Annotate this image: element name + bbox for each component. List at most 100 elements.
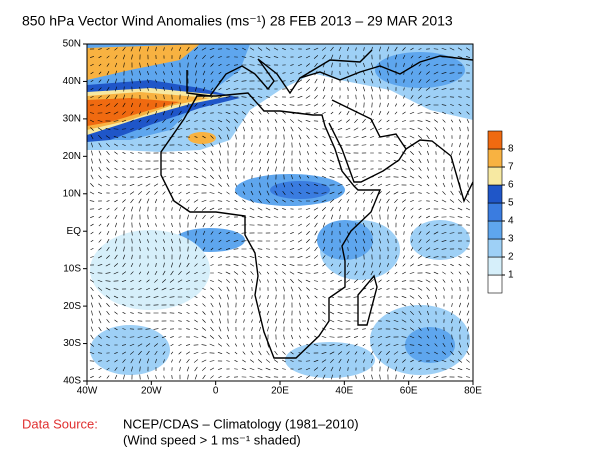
wind-vector xyxy=(194,214,198,220)
wind-vector xyxy=(202,135,206,139)
wind-vector xyxy=(393,184,399,186)
y-tick-label: 10S xyxy=(63,263,81,274)
wind-vector xyxy=(90,96,94,98)
x-tick-label: 0 xyxy=(213,386,219,397)
wind-vector xyxy=(114,311,118,315)
wind-vector xyxy=(249,55,255,59)
wind-vector xyxy=(411,71,413,75)
wind-vector xyxy=(371,358,373,364)
wind-vector xyxy=(337,184,343,186)
wind-vector xyxy=(235,183,237,187)
wind-vector xyxy=(241,263,247,267)
wind-vector xyxy=(179,254,181,260)
wind-vector xyxy=(114,222,118,228)
wind-vector xyxy=(282,278,286,284)
wind-vector xyxy=(171,375,173,379)
wind-vector xyxy=(386,198,390,204)
wind-vector xyxy=(355,246,357,252)
wind-vector xyxy=(355,63,357,67)
wind-vector xyxy=(251,167,253,171)
wind-vector xyxy=(121,280,127,282)
wind-vector xyxy=(434,343,438,347)
wind-vector xyxy=(225,248,231,250)
wind-vector xyxy=(193,351,199,355)
wind-vector xyxy=(329,191,335,195)
wind-vector xyxy=(433,63,439,67)
wind-vector xyxy=(409,175,415,179)
wind-vector xyxy=(187,62,189,68)
wind-vector xyxy=(267,174,269,180)
wind-vector xyxy=(291,294,293,300)
wind-vector xyxy=(426,343,430,347)
wind-vector xyxy=(145,335,151,339)
wind-vector xyxy=(161,335,167,339)
wind-vector xyxy=(210,375,214,379)
wind-vector xyxy=(250,271,254,275)
wind-vector xyxy=(193,336,199,338)
wind-vector xyxy=(234,343,238,347)
wind-vector xyxy=(410,151,414,155)
wind-vector xyxy=(185,344,191,346)
wind-vector xyxy=(458,342,462,348)
wind-vector xyxy=(347,231,349,235)
wind-vector xyxy=(218,183,222,187)
wind-vector xyxy=(226,79,230,83)
wind-vector xyxy=(418,95,422,99)
wind-vector xyxy=(259,182,261,188)
wind-vector xyxy=(362,86,366,92)
wind-vector xyxy=(154,350,158,356)
wind-vector xyxy=(282,232,286,234)
wind-vector xyxy=(114,167,118,171)
wind-vector xyxy=(98,326,102,332)
wind-vector xyxy=(467,182,469,188)
wind-vector xyxy=(379,222,381,228)
wind-vector xyxy=(266,271,270,275)
wind-vector xyxy=(433,271,439,275)
wind-vector xyxy=(193,327,199,331)
wind-vector xyxy=(233,271,239,275)
wind-vector xyxy=(98,158,102,164)
wind-vector xyxy=(371,374,373,380)
wind-vector xyxy=(218,95,222,99)
wind-vector xyxy=(290,191,294,195)
wind-vector xyxy=(226,183,230,187)
wind-vector xyxy=(171,262,173,268)
wind-vector xyxy=(242,271,246,275)
wind-vector xyxy=(346,199,350,203)
wind-vector xyxy=(202,288,206,290)
wind-vector xyxy=(91,302,93,308)
wind-vector xyxy=(458,104,462,106)
wind-vector xyxy=(105,263,111,267)
wind-vector xyxy=(89,272,95,274)
wind-vector xyxy=(226,64,230,66)
wind-vector xyxy=(98,87,102,91)
wind-vector xyxy=(451,334,453,340)
wind-vector xyxy=(418,142,422,148)
wind-vector xyxy=(138,358,142,364)
wind-vector xyxy=(306,151,310,155)
wind-vector xyxy=(346,110,350,116)
wind-vector xyxy=(106,71,110,75)
wind-vector xyxy=(241,56,247,58)
wind-vector xyxy=(354,191,358,195)
wind-vector xyxy=(291,174,293,180)
wind-vector xyxy=(329,327,335,331)
wind-vector xyxy=(378,358,382,364)
wind-vector xyxy=(386,263,390,267)
wind-vector xyxy=(137,343,143,347)
wind-vector xyxy=(330,136,334,138)
wind-vector xyxy=(442,191,446,195)
wind-vector xyxy=(123,374,125,380)
wind-vector xyxy=(91,310,93,316)
wind-vector xyxy=(106,367,110,371)
wind-vector xyxy=(217,200,223,202)
wind-vector xyxy=(313,280,319,282)
coastlines xyxy=(160,49,473,359)
wind-vector xyxy=(402,207,406,211)
wind-vector xyxy=(90,279,94,283)
wind-vector xyxy=(305,87,311,91)
wind-vector xyxy=(90,174,94,180)
wind-vector xyxy=(258,190,262,196)
wind-vector xyxy=(449,359,455,363)
wind-vector xyxy=(313,359,319,363)
